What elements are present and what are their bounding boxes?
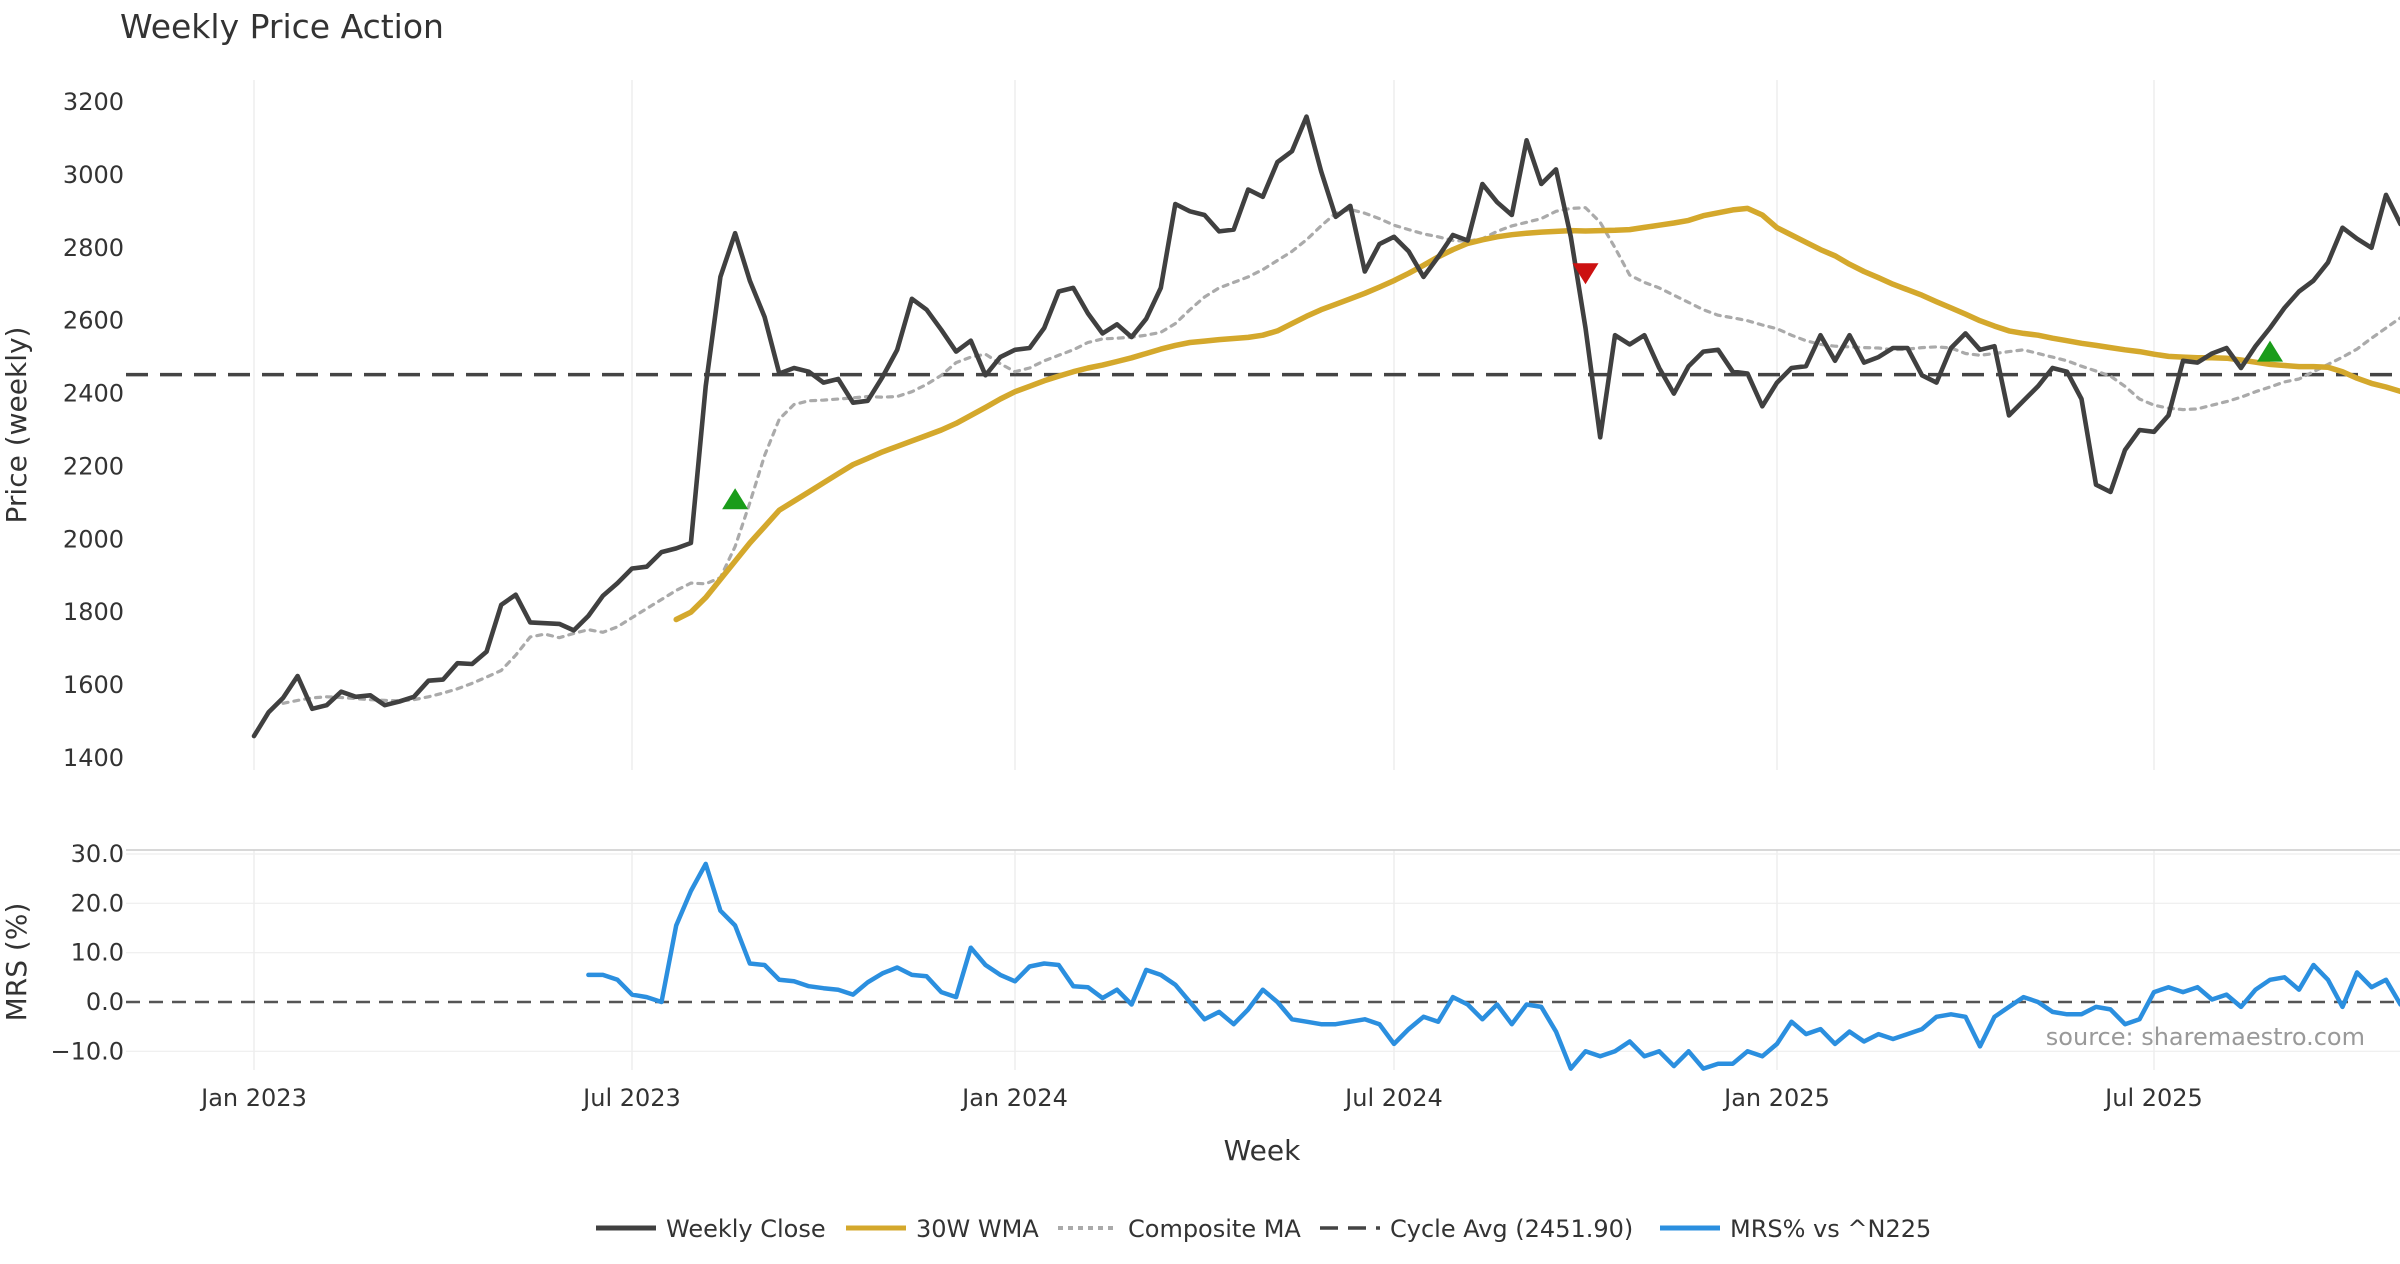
- legend-item: Composite MA: [1058, 1215, 1301, 1243]
- price-series-layer: [126, 114, 2400, 739]
- price-y-tick-label: 2000: [63, 525, 124, 553]
- weekly-close-line: [251, 114, 2400, 739]
- mrs-y-axis-label: MRS (%): [0, 903, 33, 1022]
- price-y-axis-label: Price (weekly): [0, 327, 33, 524]
- legend-item: 30W WMA: [846, 1215, 1039, 1243]
- legend-item: MRS% vs ^N225: [1660, 1215, 1931, 1243]
- x-axis-ticks: Jan 2023 Jul 2023 Jan 2024 Jul 2024 Jan 2025…: [199, 1084, 2203, 1112]
- mrs-gridlines: [126, 849, 2400, 1070]
- price-y-tick-label: 3000: [63, 161, 124, 189]
- legend-item: Weekly Close: [596, 1215, 826, 1243]
- buy-signal-marker: [722, 488, 749, 510]
- mrs-y-tick-label: 0.0: [86, 988, 124, 1016]
- legend-label: Cycle Avg (2451.90): [1390, 1215, 1633, 1243]
- mrs-y-tick-label: −10.0: [50, 1037, 124, 1065]
- legend: Weekly Close 30W WMA Composite MA Cycle Avg…: [596, 1215, 1931, 1243]
- x-tick-label: Jan 2023: [199, 1084, 307, 1112]
- price-y-tick-label: 1600: [63, 671, 124, 699]
- legend-label: Weekly Close: [666, 1215, 826, 1243]
- mrs-series-layer: [126, 861, 2400, 1071]
- x-axis-label: Week: [1224, 1134, 1301, 1167]
- price-y-ticks: 1400 1600 1800 2000 2200 2400 2600 2800 3000 3200: [63, 88, 124, 772]
- legend-label: 30W WMA: [916, 1215, 1039, 1243]
- mrs-line: [586, 861, 2400, 1071]
- x-tick-label: Jul 2024: [1343, 1084, 1443, 1112]
- price-y-tick-label: 2800: [63, 234, 124, 262]
- x-tick-label: Jul 2023: [581, 1084, 681, 1112]
- mrs-y-tick-label: 30.0: [71, 840, 124, 868]
- mrs-y-tick-label: 10.0: [71, 939, 124, 967]
- mrs-y-tick-label: 20.0: [71, 889, 124, 917]
- price-y-tick-label: 2200: [63, 452, 124, 480]
- source-note: source: sharemaestro.com: [2046, 1023, 2365, 1051]
- mrs-y-ticks: 30.0 20.0 10.0 0.0 −10.0: [50, 840, 124, 1065]
- price-y-tick-label: 2400: [63, 380, 124, 408]
- legend-item: Cycle Avg (2451.90): [1320, 1215, 1633, 1243]
- price-y-tick-label: 3200: [63, 88, 124, 116]
- price-y-tick-label: 1800: [63, 598, 124, 626]
- x-tick-label: Jan 2024: [960, 1084, 1068, 1112]
- legend-label: MRS% vs ^N225: [1730, 1215, 1931, 1243]
- legend-label: Composite MA: [1128, 1215, 1301, 1243]
- signal-markers: [722, 263, 2283, 510]
- sell-signal-marker: [1572, 263, 1599, 285]
- x-tick-label: Jul 2025: [2103, 1084, 2203, 1112]
- price-y-tick-label: 2600: [63, 307, 124, 335]
- composite-ma-line: [281, 206, 2400, 705]
- x-tick-label: Jan 2025: [1722, 1084, 1830, 1112]
- chart-title: Weekly Price Action: [120, 7, 444, 46]
- price-gridlines: [253, 80, 2155, 770]
- wma-30w-line: [673, 205, 2400, 623]
- price-y-tick-label: 1400: [63, 744, 124, 772]
- buy-signal-marker: [2257, 340, 2283, 362]
